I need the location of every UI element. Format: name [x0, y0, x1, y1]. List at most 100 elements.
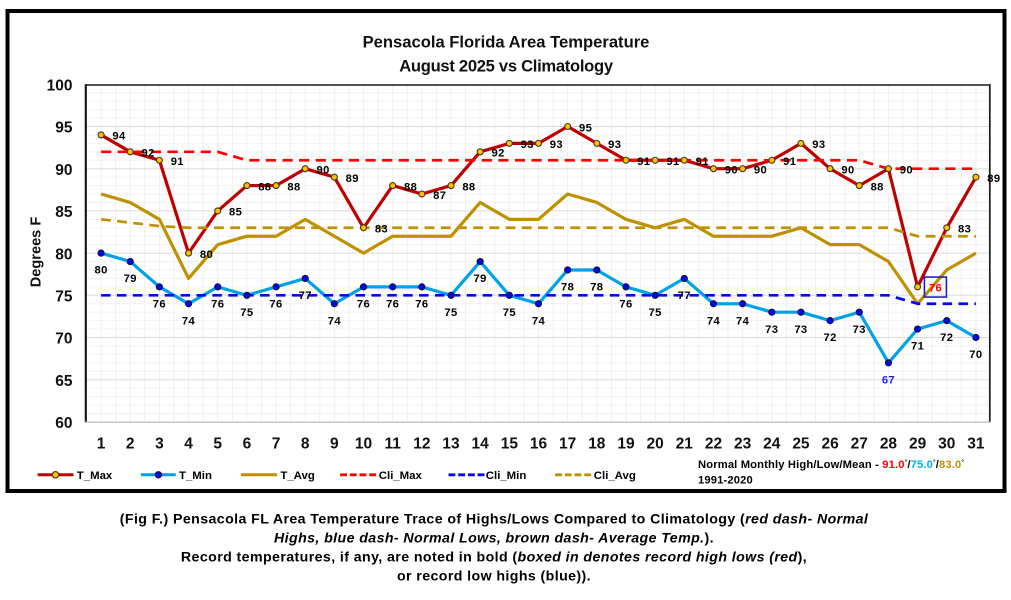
svg-text:16: 16	[530, 435, 548, 452]
svg-text:T_Min: T_Min	[179, 470, 212, 482]
svg-text:31: 31	[967, 435, 985, 452]
svg-text:10: 10	[355, 435, 372, 452]
svg-text:79: 79	[474, 273, 487, 285]
svg-text:88: 88	[462, 181, 475, 193]
svg-text:90: 90	[900, 165, 913, 177]
svg-text:85: 85	[229, 207, 242, 219]
svg-text:73: 73	[853, 324, 866, 336]
svg-text:12: 12	[413, 435, 430, 452]
svg-text:79: 79	[124, 273, 137, 285]
svg-text:29: 29	[909, 435, 927, 452]
svg-text:90: 90	[317, 165, 330, 177]
svg-text:80: 80	[55, 246, 72, 263]
svg-text:78: 78	[590, 282, 603, 294]
svg-text:95: 95	[55, 120, 73, 137]
svg-text:89: 89	[987, 173, 1000, 185]
svg-text:88: 88	[287, 181, 300, 193]
svg-text:74: 74	[707, 315, 721, 327]
svg-text:75: 75	[649, 307, 662, 319]
svg-text:Cli_Avg: Cli_Avg	[594, 470, 636, 482]
svg-text:20: 20	[647, 435, 664, 452]
svg-text:70: 70	[55, 331, 72, 348]
svg-text:85: 85	[55, 204, 73, 221]
svg-text:Record temperatures, if any, a: Record temperatures, if any, are noted i…	[181, 550, 807, 566]
svg-text:65: 65	[55, 373, 73, 390]
svg-text:30: 30	[938, 435, 955, 452]
svg-text:90: 90	[754, 165, 767, 177]
svg-text:83: 83	[375, 224, 388, 236]
svg-text:76: 76	[929, 283, 942, 295]
svg-text:13: 13	[442, 435, 460, 452]
svg-text:72: 72	[940, 332, 953, 344]
svg-text:75: 75	[240, 307, 253, 319]
svg-text:22: 22	[705, 435, 722, 452]
svg-text:or record low highs (blue)).: or record low highs (blue)).	[397, 569, 591, 585]
svg-text:93: 93	[812, 139, 825, 151]
svg-text:74: 74	[182, 315, 196, 327]
svg-text:74: 74	[328, 315, 342, 327]
svg-text:88: 88	[871, 181, 884, 193]
svg-text:90: 90	[725, 165, 738, 177]
svg-text:93: 93	[550, 139, 563, 151]
svg-text:9: 9	[330, 435, 339, 452]
svg-text:67: 67	[882, 374, 895, 386]
svg-text:78: 78	[561, 282, 574, 294]
svg-text:87: 87	[433, 190, 446, 202]
svg-text:77: 77	[299, 290, 312, 302]
svg-text:1991-2020: 1991-2020	[698, 474, 753, 486]
svg-text:80: 80	[200, 249, 213, 261]
svg-text:76: 76	[415, 298, 428, 310]
svg-text:19: 19	[617, 435, 635, 452]
svg-text:74: 74	[736, 315, 750, 327]
svg-text:76: 76	[357, 298, 370, 310]
svg-text:73: 73	[794, 324, 807, 336]
svg-text:Highs, blue dash- Normal Lows,: Highs, blue dash- Normal Lows, brown das…	[274, 531, 714, 547]
svg-text:93: 93	[608, 139, 621, 151]
svg-text:94: 94	[112, 131, 126, 143]
svg-text:74: 74	[532, 315, 546, 327]
svg-text:88: 88	[404, 181, 417, 193]
svg-text:24: 24	[763, 435, 781, 452]
svg-text:Cli_Min: Cli_Min	[486, 470, 527, 482]
svg-text:76: 76	[211, 298, 224, 310]
svg-text:91: 91	[783, 156, 796, 168]
svg-text:76: 76	[153, 298, 166, 310]
svg-text:91: 91	[637, 156, 650, 168]
svg-text:88: 88	[258, 181, 271, 193]
svg-text:93: 93	[521, 139, 534, 151]
svg-text:28: 28	[880, 435, 898, 452]
svg-text:92: 92	[142, 148, 155, 160]
svg-text:91: 91	[666, 156, 679, 168]
svg-text:76: 76	[619, 298, 632, 310]
svg-text:91: 91	[171, 156, 184, 168]
svg-text:72: 72	[823, 332, 836, 344]
svg-text:August 2025 vs Climatology: August 2025 vs Climatology	[399, 56, 614, 75]
svg-text:80: 80	[94, 265, 107, 277]
svg-text:90: 90	[841, 165, 854, 177]
svg-text:3: 3	[155, 435, 164, 452]
svg-text:70: 70	[969, 349, 982, 361]
svg-text:Pensacola Florida Area Tempera: Pensacola Florida Area Temperature	[363, 32, 650, 51]
svg-text:77: 77	[678, 290, 691, 302]
svg-text:8: 8	[301, 435, 310, 452]
svg-text:(Fig F.) Pensacola FL Area Tem: (Fig F.) Pensacola FL Area Temperature T…	[120, 512, 869, 528]
svg-text:4: 4	[184, 435, 193, 452]
svg-text:71: 71	[911, 341, 924, 353]
svg-text:73: 73	[765, 324, 778, 336]
svg-text:75: 75	[503, 307, 516, 319]
svg-text:7: 7	[272, 435, 281, 452]
svg-text:2: 2	[126, 435, 135, 452]
svg-text:17: 17	[559, 435, 576, 452]
svg-text:11: 11	[384, 435, 401, 452]
svg-text:25: 25	[792, 435, 810, 452]
svg-text:75: 75	[444, 307, 457, 319]
svg-text:76: 76	[386, 298, 399, 310]
svg-text:1: 1	[97, 435, 106, 452]
svg-text:26: 26	[821, 435, 839, 452]
svg-text:75: 75	[55, 289, 73, 306]
svg-text:90: 90	[55, 162, 72, 179]
svg-text:76: 76	[269, 298, 282, 310]
svg-text:60: 60	[55, 415, 72, 432]
svg-text:91: 91	[696, 156, 709, 168]
svg-text:83: 83	[958, 224, 971, 236]
